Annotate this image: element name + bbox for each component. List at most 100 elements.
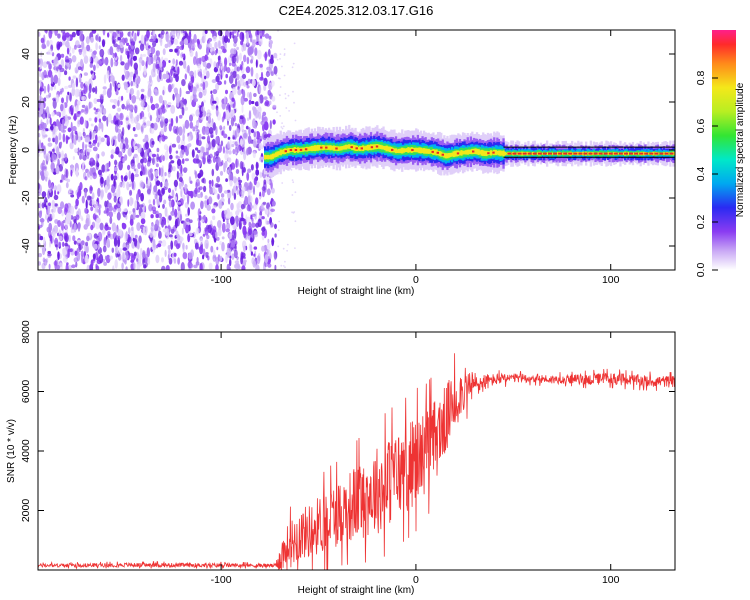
signal-cell — [667, 152, 670, 155]
noise-speck — [161, 239, 167, 247]
noise-speck — [69, 92, 72, 102]
noise-speck — [225, 109, 230, 120]
noise-speck — [142, 53, 147, 57]
noise-speck — [182, 59, 187, 69]
noise-speck — [279, 86, 282, 88]
noise-speck — [176, 93, 181, 104]
noise-speck — [146, 161, 151, 167]
noise-speck — [164, 227, 170, 236]
noise-speck — [265, 72, 271, 77]
noise-speck — [173, 87, 178, 94]
noise-speck — [50, 86, 54, 91]
colorbar-tick-label: 0.6 — [695, 119, 707, 134]
noise-speck — [48, 30, 53, 39]
noise-speck — [251, 172, 256, 181]
noise-speck — [95, 134, 98, 142]
signal-cell — [504, 151, 507, 156]
noise-speck — [282, 265, 285, 267]
noise-speck — [160, 38, 163, 47]
noise-speck — [187, 190, 193, 197]
noise-speck — [279, 58, 281, 60]
noise-speck — [102, 59, 105, 64]
signal-cell — [341, 146, 345, 150]
noise-speck — [167, 83, 172, 93]
noise-speck — [269, 100, 272, 106]
noise-speck — [127, 76, 133, 81]
noise-speck — [205, 243, 209, 250]
noise-speck — [96, 98, 102, 103]
noise-speck — [266, 66, 271, 71]
noise-speck — [98, 118, 102, 123]
noise-speck — [110, 173, 114, 181]
noise-speck — [168, 123, 172, 132]
noise-speck — [189, 263, 194, 268]
noise-speck — [284, 260, 286, 263]
noise-speck — [203, 185, 207, 193]
noise-speck — [204, 195, 208, 200]
noise-speck — [38, 71, 42, 78]
signal-cell — [474, 148, 477, 155]
noise-speck — [233, 192, 237, 200]
noise-speck — [84, 108, 89, 115]
noise-speck — [79, 116, 84, 125]
noise-speck — [247, 168, 252, 173]
noise-speck — [71, 47, 75, 54]
noise-speck — [233, 249, 238, 259]
colorbar-tick-label: 0.8 — [695, 71, 707, 86]
noise-speck — [291, 179, 294, 182]
noise-speck — [252, 204, 258, 211]
signal-cell — [483, 150, 486, 156]
noise-speck — [185, 244, 188, 250]
noise-speck — [114, 181, 117, 190]
noise-speck — [131, 226, 134, 232]
signal-cell — [479, 150, 482, 155]
signal-cell — [416, 147, 419, 153]
signal-cell — [296, 147, 299, 153]
signal-cell — [443, 152, 446, 158]
noise-speck — [175, 155, 181, 160]
noise-speck — [136, 75, 141, 85]
noise-speck — [246, 85, 250, 89]
noise-speck — [128, 227, 131, 235]
noise-speck — [117, 132, 122, 143]
noise-speck — [166, 103, 169, 109]
noise-speck — [128, 104, 134, 112]
signal-cell — [394, 148, 398, 154]
noise-speck — [175, 230, 179, 238]
noise-speck — [155, 163, 159, 168]
noise-speck — [215, 135, 220, 145]
noise-speck — [39, 86, 42, 96]
noise-speck — [155, 169, 159, 177]
noise-speck — [38, 123, 44, 131]
noise-speck — [153, 54, 157, 61]
noise-speck — [245, 66, 251, 74]
signal-peak — [441, 153, 444, 156]
noise-speck — [259, 30, 264, 37]
noise-speck — [150, 46, 156, 54]
noise-speck — [172, 58, 176, 65]
noise-speck — [269, 41, 273, 49]
noise-speck — [207, 115, 212, 124]
noise-speck — [64, 85, 69, 90]
signal-cell — [365, 145, 368, 151]
noise-speck — [168, 164, 173, 173]
signal-peak — [649, 152, 654, 155]
noise-speck — [65, 134, 69, 145]
signal-cell — [396, 149, 399, 153]
noise-speck — [208, 262, 213, 270]
noise-speck — [127, 236, 132, 244]
noise-speck — [257, 49, 262, 60]
noise-speck — [253, 253, 256, 257]
noise-speck — [121, 262, 124, 270]
noise-speck — [47, 49, 53, 56]
noise-speck — [243, 54, 247, 63]
noise-speck — [200, 200, 204, 210]
noise-speck — [86, 264, 90, 270]
noise-speck — [194, 187, 198, 195]
noise-speck — [230, 239, 236, 248]
noise-speck — [89, 157, 95, 164]
noise-speck — [259, 171, 262, 179]
noise-speck — [188, 252, 193, 260]
colorbar-tick-label: 0.4 — [695, 167, 707, 182]
signal-cell — [380, 145, 384, 150]
